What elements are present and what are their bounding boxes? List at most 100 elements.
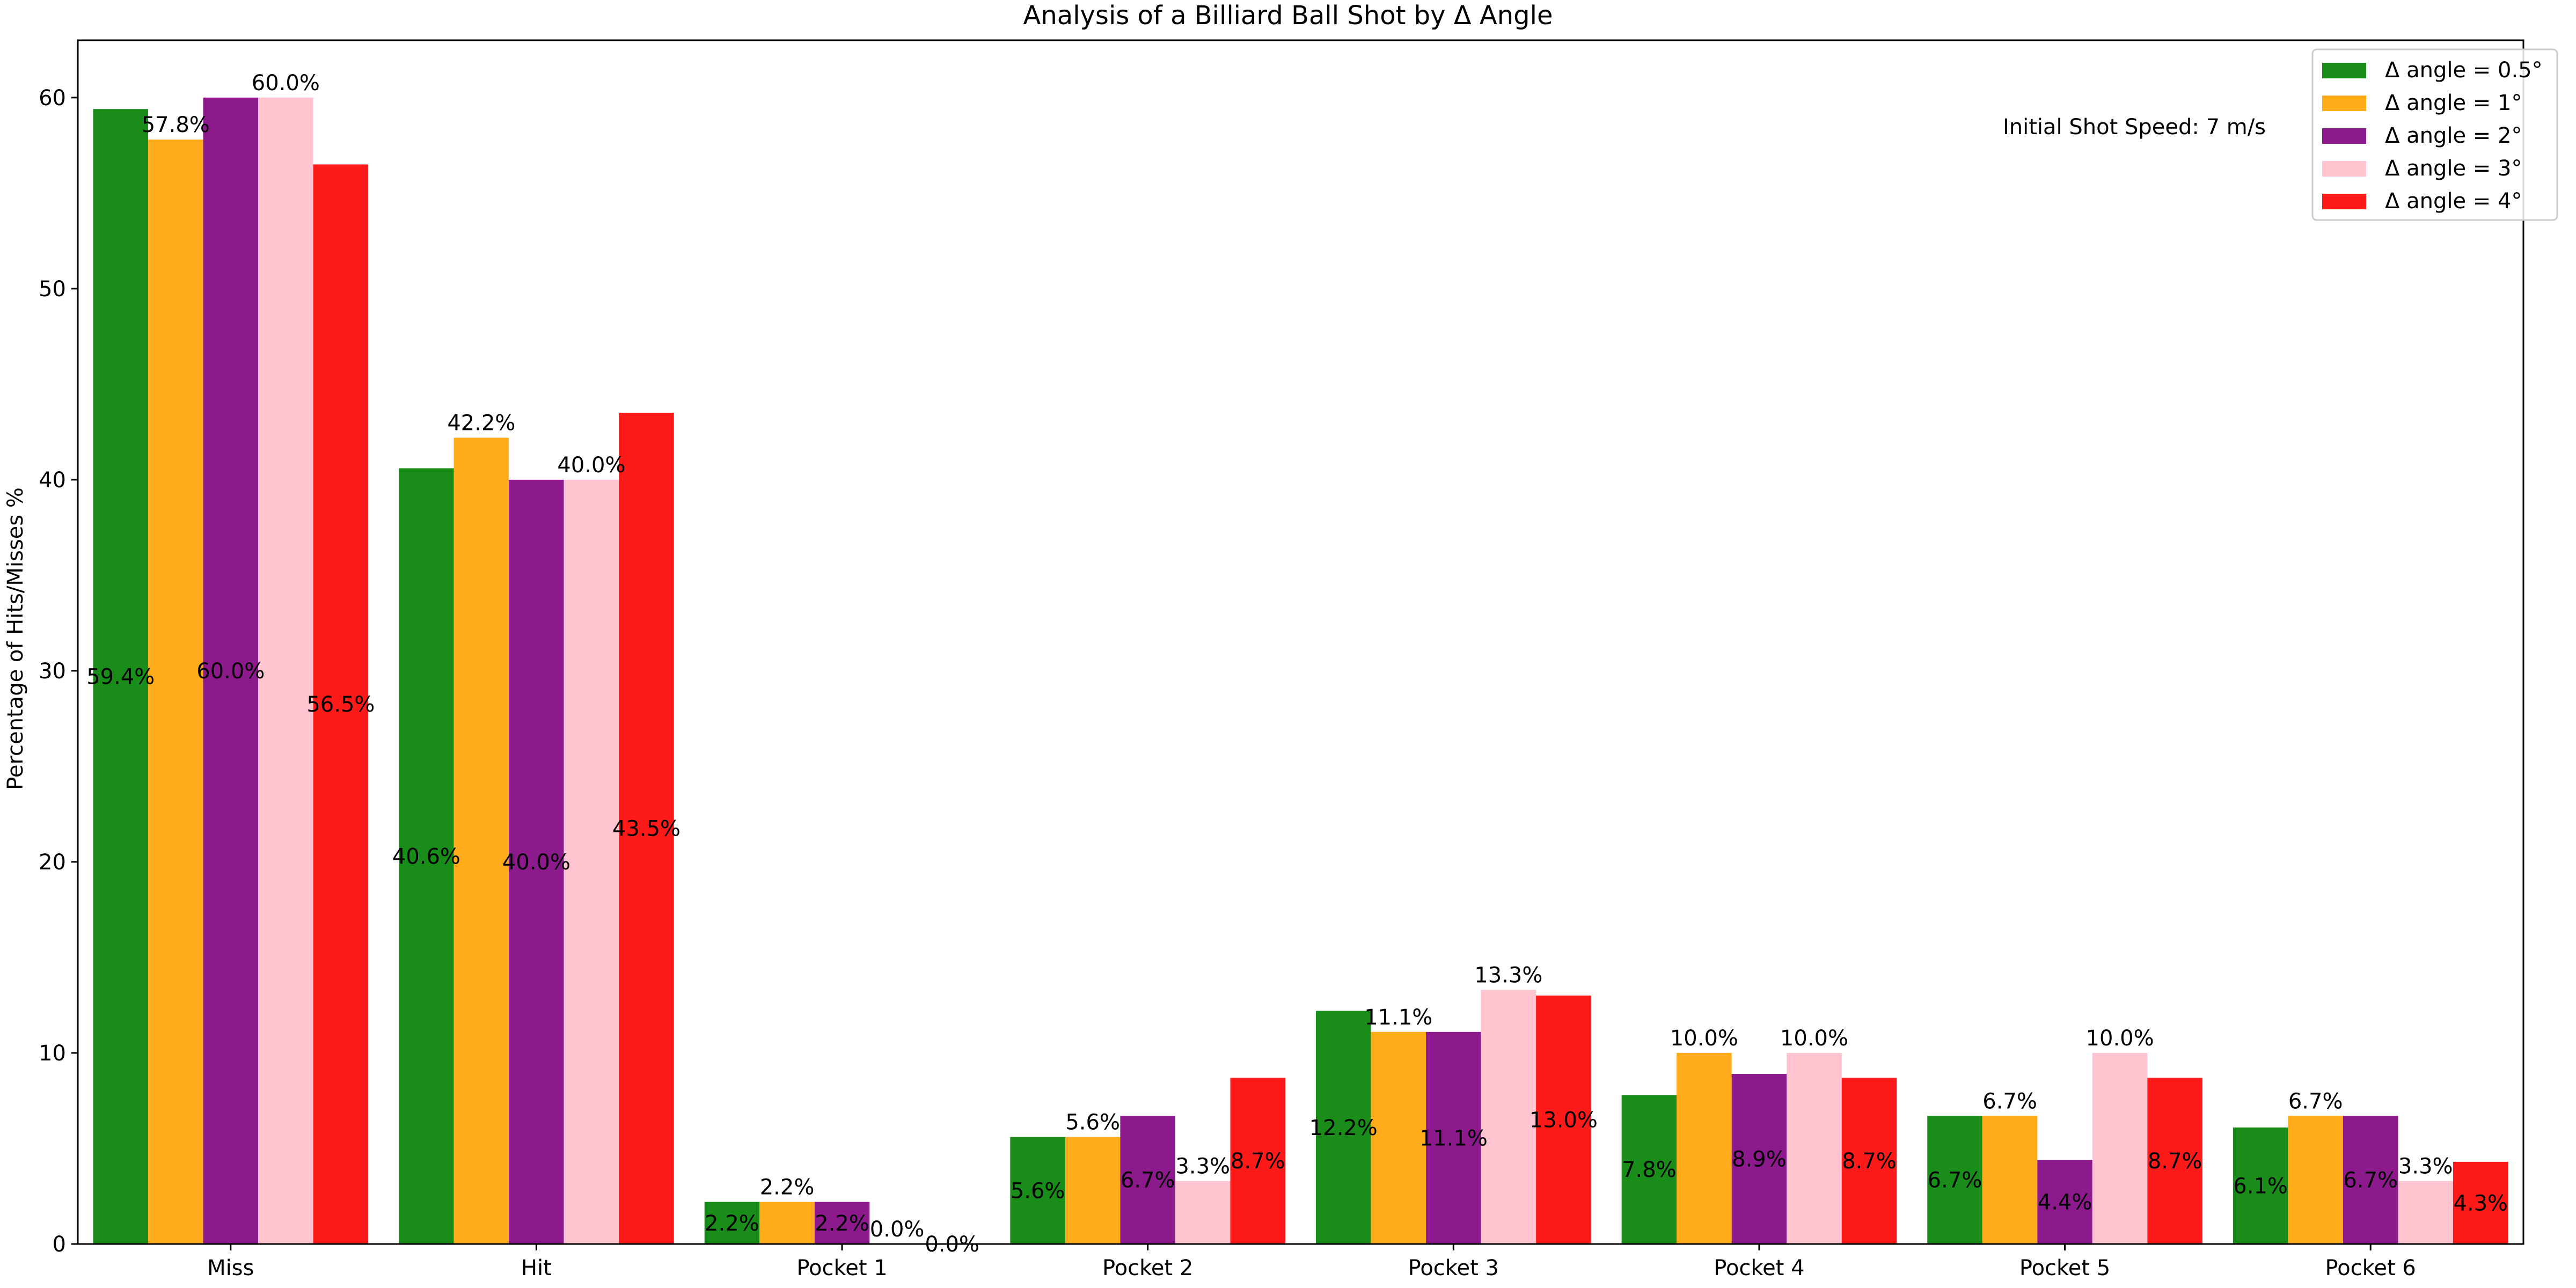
data-label: 6.7% (1121, 1168, 1175, 1193)
bar (1230, 1078, 1286, 1244)
data-label: 6.7% (1928, 1168, 1982, 1193)
legend-swatch (2322, 128, 2366, 144)
data-label: 13.3% (1474, 963, 1542, 987)
legend-swatch (2322, 161, 2366, 177)
bar (1536, 996, 1591, 1244)
data-label: 40.6% (392, 844, 460, 869)
bar (453, 437, 509, 1244)
bar (1621, 1095, 1677, 1244)
x-tick-label: Pocket 2 (1102, 1256, 1193, 1280)
data-label: 12.2% (1309, 1116, 1378, 1140)
legend-label: Δ angle = 3° (2385, 156, 2522, 181)
bar (2092, 1052, 2148, 1244)
data-label: 6.7% (2343, 1168, 2398, 1193)
data-label: 3.3% (1175, 1154, 1230, 1179)
plot-frame (77, 39, 2524, 1245)
bar (2343, 1116, 2398, 1244)
bar (258, 97, 313, 1244)
legend-label: Δ angle = 4° (2385, 189, 2522, 214)
data-label: 8.7% (2148, 1149, 2202, 1174)
data-label: 60.0% (196, 659, 265, 684)
bar (704, 1202, 760, 1244)
legend-swatch (2322, 96, 2366, 111)
bar (1677, 1052, 1732, 1244)
legend-box (2311, 48, 2558, 221)
y-tick-label: 30 (39, 659, 66, 684)
x-tick-label: Pocket 5 (2019, 1256, 2110, 1280)
bar (2453, 1161, 2508, 1244)
bar (203, 97, 259, 1244)
data-label: 6.1% (2233, 1174, 2288, 1198)
y-tick-label: 60 (39, 86, 66, 111)
chart-title: Analysis of a Billiard Ball Shot by Δ An… (1023, 1, 1553, 31)
x-tick-label: Miss (207, 1256, 254, 1280)
data-label: 56.5% (306, 692, 375, 717)
data-label: 0.0% (870, 1217, 925, 1242)
bar (1787, 1052, 1842, 1244)
bar (313, 164, 369, 1244)
shot-speed-annotation: Initial Shot Speed: 7 m/s (2003, 115, 2266, 140)
x-tick-label: Pocket 4 (1714, 1256, 1804, 1280)
bar (148, 140, 203, 1245)
bar (1731, 1074, 1787, 1244)
bar (1426, 1031, 1481, 1244)
data-label: 6.7% (2288, 1089, 2343, 1114)
y-tick-label: 10 (39, 1041, 66, 1066)
bar (1175, 1181, 1231, 1244)
legend-label: Δ angle = 2° (2385, 123, 2522, 148)
legend-swatch (2322, 194, 2366, 209)
y-tick-label: 0 (53, 1232, 66, 1257)
x-tick-label: Pocket 6 (2325, 1256, 2416, 1280)
bar (1982, 1116, 2038, 1244)
bar (1841, 1078, 1897, 1244)
data-label: 2.2% (760, 1175, 815, 1200)
bar (564, 479, 619, 1244)
bar (2037, 1160, 2092, 1244)
bar (93, 109, 149, 1245)
x-tick-label: Pocket 1 (796, 1256, 887, 1280)
bar (2288, 1116, 2343, 1244)
data-label: 42.2% (447, 411, 515, 436)
data-label: 7.8% (1622, 1158, 1677, 1182)
bar (814, 1202, 870, 1244)
legend-label: Δ angle = 0.5° (2385, 58, 2543, 83)
data-label: 8.7% (1231, 1149, 1285, 1174)
bar (1065, 1137, 1121, 1244)
data-label: 4.4% (2038, 1190, 2092, 1215)
data-label: 5.6% (1011, 1179, 1065, 1203)
y-axis-label: Percentage of Hits/Misses % (3, 487, 28, 790)
bar (1120, 1116, 1175, 1244)
bar (759, 1202, 815, 1244)
data-label: 8.7% (1842, 1149, 1897, 1174)
bar (1315, 1011, 1371, 1244)
y-tick-label: 40 (39, 468, 66, 493)
bar (2233, 1127, 2288, 1244)
bar (2398, 1181, 2453, 1244)
axes-layer: 0 10 20 30 40 50 60 Miss Hit Pocket 1 Pocket 2 Pock… (39, 39, 2524, 1280)
data-label: 8.9% (1732, 1147, 1787, 1172)
x-tick-label: Pocket 3 (1408, 1256, 1499, 1280)
legend-swatch (2322, 63, 2366, 78)
data-label: 40.0% (557, 453, 625, 478)
data-label: 11.1% (1419, 1126, 1488, 1151)
bar (1010, 1137, 1065, 1244)
bar (2147, 1078, 2202, 1244)
data-label: 6.7% (1982, 1089, 2037, 1114)
legend: Δ angle = 0.5° Δ angle = 1° Δ angle = 2° Δ … (2311, 48, 2558, 221)
data-label: 2.2% (705, 1211, 759, 1236)
bar (1927, 1116, 1982, 1244)
data-label: 4.3% (2453, 1191, 2508, 1216)
bar (399, 468, 454, 1244)
data-label: 43.5% (612, 817, 680, 841)
bar (619, 413, 674, 1244)
y-tick-label: 50 (39, 277, 66, 302)
data-label: 13.0% (1529, 1108, 1598, 1133)
data-label: 57.8% (142, 113, 210, 137)
bar (1371, 1031, 1426, 1244)
bars-layer (93, 97, 2508, 1245)
data-label: 5.6% (1065, 1110, 1120, 1135)
data-label: 10.0% (1780, 1026, 1848, 1051)
data-label: 10.0% (2086, 1026, 2154, 1051)
legend-label: Δ angle = 1° (2385, 91, 2522, 115)
